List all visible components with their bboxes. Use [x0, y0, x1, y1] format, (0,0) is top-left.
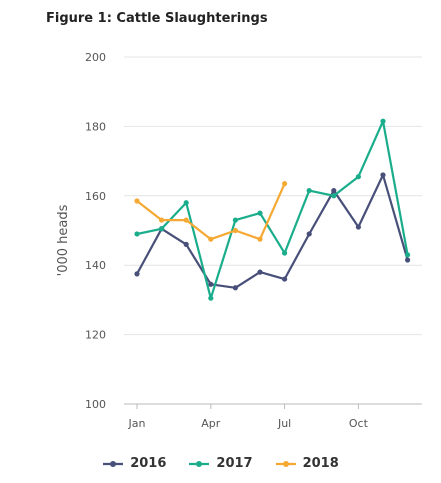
data-point-2018-jan [134, 198, 140, 204]
series-line-2018 [135, 182, 286, 241]
y-tick-label-100: 100 [85, 398, 106, 411]
data-point-2016-apr [208, 281, 214, 287]
legend-label-2018: 2018 [302, 456, 339, 471]
data-point-2018-jun [257, 236, 263, 242]
data-point-2016-mar [183, 241, 189, 247]
y-tick-label-120: 120 [85, 329, 106, 342]
series-layer [134, 118, 411, 301]
series-2016 [134, 172, 411, 291]
data-point-2017-jan [134, 231, 140, 237]
data-point-2016-aug [306, 231, 312, 237]
data-point-2017-oct [355, 174, 361, 180]
legend-marker-2016 [110, 460, 117, 467]
series-line-2016 [135, 173, 409, 289]
legend-label-2017: 2017 [216, 456, 253, 471]
chart-legend: 2016 2017 2018 [0, 456, 441, 471]
data-point-2016-jun [257, 269, 263, 275]
grid-layer [124, 56, 422, 405]
data-point-2017-jun [257, 210, 263, 216]
chart-title: Figure 1: Cattle Slaughterings [46, 11, 268, 26]
legend-symbol-2018 [275, 460, 296, 467]
legend-symbol-2017 [189, 460, 210, 467]
data-point-2018-may [232, 227, 238, 234]
data-point-2016-sep [331, 187, 337, 194]
y-tick-label-160: 160 [85, 190, 106, 203]
data-point-2017-sep [331, 193, 337, 199]
data-point-2017-apr [208, 295, 214, 301]
data-point-2016-dec [405, 257, 411, 263]
data-point-2017-dec [405, 252, 411, 258]
y-axis-title: '000 heads [56, 204, 71, 276]
legend-symbol-2016 [103, 460, 124, 467]
x-tick-label-oct: Oct [349, 417, 369, 430]
legend-marker-2018 [282, 460, 289, 467]
series-line-2017 [135, 120, 409, 300]
data-point-2016-oct [355, 224, 361, 230]
data-point-2017-may [232, 217, 238, 223]
data-point-2017-jul [282, 250, 288, 256]
legend-label-2016: 2016 [130, 456, 167, 471]
data-point-2017-nov [380, 118, 386, 124]
data-point-2018-jul [282, 181, 288, 187]
series-2017 [134, 118, 411, 301]
legend-marker-2017 [196, 460, 203, 467]
data-point-2016-nov [380, 172, 386, 178]
data-point-2017-mar [183, 200, 189, 206]
y-tick-label-140: 140 [85, 259, 106, 272]
legend-item-2017[interactable]: 2017 [188, 456, 253, 471]
data-point-2018-apr [208, 236, 214, 242]
y-tick-label-180: 180 [85, 120, 106, 133]
x-tick-label-jan: Jan [128, 417, 146, 430]
axis-layer: 100 120 140 160 180 200 Jan Apr Jul Oct [85, 51, 369, 430]
series-2018 [134, 181, 288, 242]
data-point-2017-aug [306, 187, 312, 194]
data-point-2016-may [232, 285, 238, 291]
x-tick-label-apr: Apr [201, 417, 221, 430]
data-point-2018-mar [183, 217, 189, 223]
data-point-2016-jul [282, 276, 288, 282]
x-tick-label-jul: Jul [277, 417, 291, 430]
data-point-2018-feb [159, 217, 165, 223]
data-point-2016-jan [134, 271, 140, 277]
legend-item-2016[interactable]: 2016 [102, 456, 166, 471]
y-tick-label-200: 200 [85, 51, 106, 64]
data-point-2017-feb [159, 226, 165, 232]
legend-item-2018[interactable]: 2018 [275, 456, 339, 471]
